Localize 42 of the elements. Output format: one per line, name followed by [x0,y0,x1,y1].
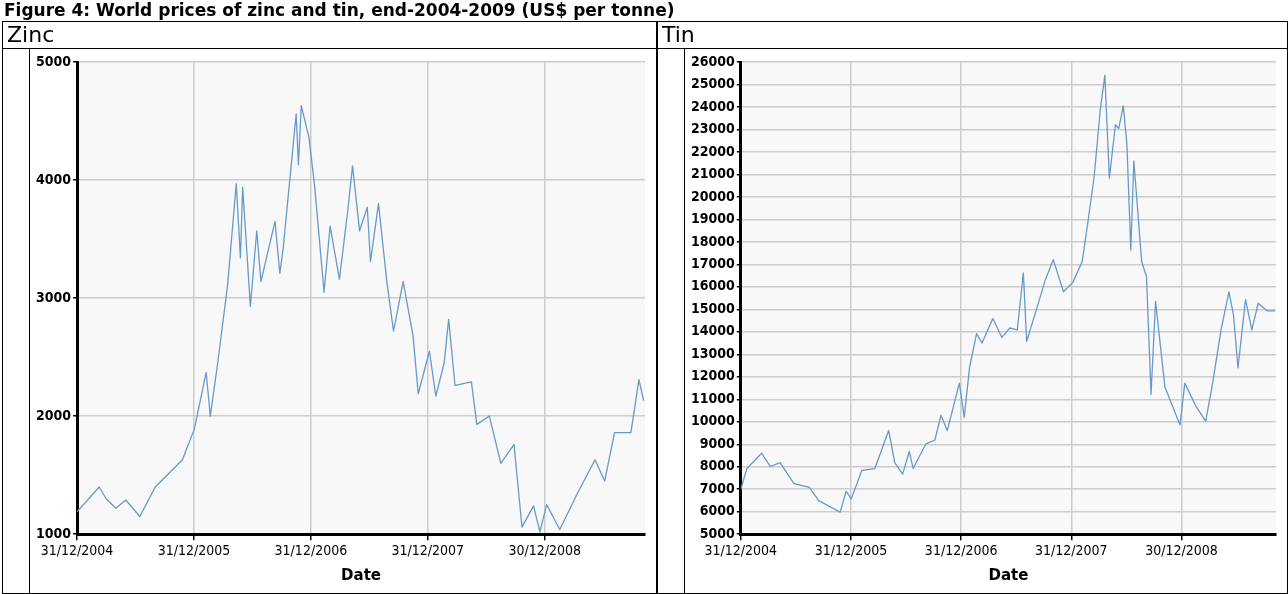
x-tick-label: 31/12/2006 [274,542,348,559]
chart-title: Zinc [3,22,656,49]
x-tick-label: 31/12/2005 [814,542,888,559]
x-axis-title: Date [988,565,1029,584]
x-tick-label: 31/12/2005 [157,542,231,559]
y-tick-label: 1000 [35,524,72,541]
y-tick-label: 2000 [35,406,72,423]
y-tick-label: 21000 [690,165,736,182]
y-tick-label: 7000 [699,479,736,496]
y-tick-label: 10000 [690,412,736,429]
y-tick-label: 18000 [690,232,736,249]
y-tick-label: 24000 [690,97,736,114]
chart-title: Tin [658,22,1287,49]
y-tick-label: 4000 [35,170,72,187]
y-tick-label: 19000 [690,210,736,227]
y-tick-label: 13000 [690,344,736,361]
y-tick-label: 15000 [690,299,736,316]
x-axis-title: Date [341,565,381,584]
y-tick-label: 14000 [690,322,736,339]
y-tick-label: 23000 [690,120,736,137]
x-tick-label: 31/12/2004 [704,542,778,559]
x-tick-label: 30/12/2008 [508,542,582,559]
y-tick-label: 17000 [690,255,736,272]
y-tick-label: 16000 [690,277,736,294]
x-tick-label: 31/12/2007 [391,542,465,559]
y-tick-label: 25000 [690,75,736,92]
y-tick-label: 9000 [699,434,736,451]
y-tick-label: 8000 [699,457,736,474]
y-tick-label: 6000 [699,502,736,519]
x-tick-label: 31/12/2006 [924,542,998,559]
x-tick-label: 31/12/2007 [1035,542,1108,559]
y-tick-label: 20000 [690,187,736,204]
y-tick-label: 11000 [690,389,736,406]
y-tick-label: 3000 [35,288,72,305]
x-tick-label: 31/12/2004 [40,542,114,559]
y-tick-label: 12000 [690,367,736,384]
y-tick-label: 26000 [690,52,736,69]
y-tick-label: 5000 [35,52,72,69]
caption: Figure 4: World prices of zinc and tin, end-2004-2009 (US$ per tonne) [4,0,675,20]
x-tick-label: 30/12/2008 [1145,542,1218,559]
y-tick-label: 22000 [690,142,736,159]
y-tick-label: 5000 [699,524,736,541]
